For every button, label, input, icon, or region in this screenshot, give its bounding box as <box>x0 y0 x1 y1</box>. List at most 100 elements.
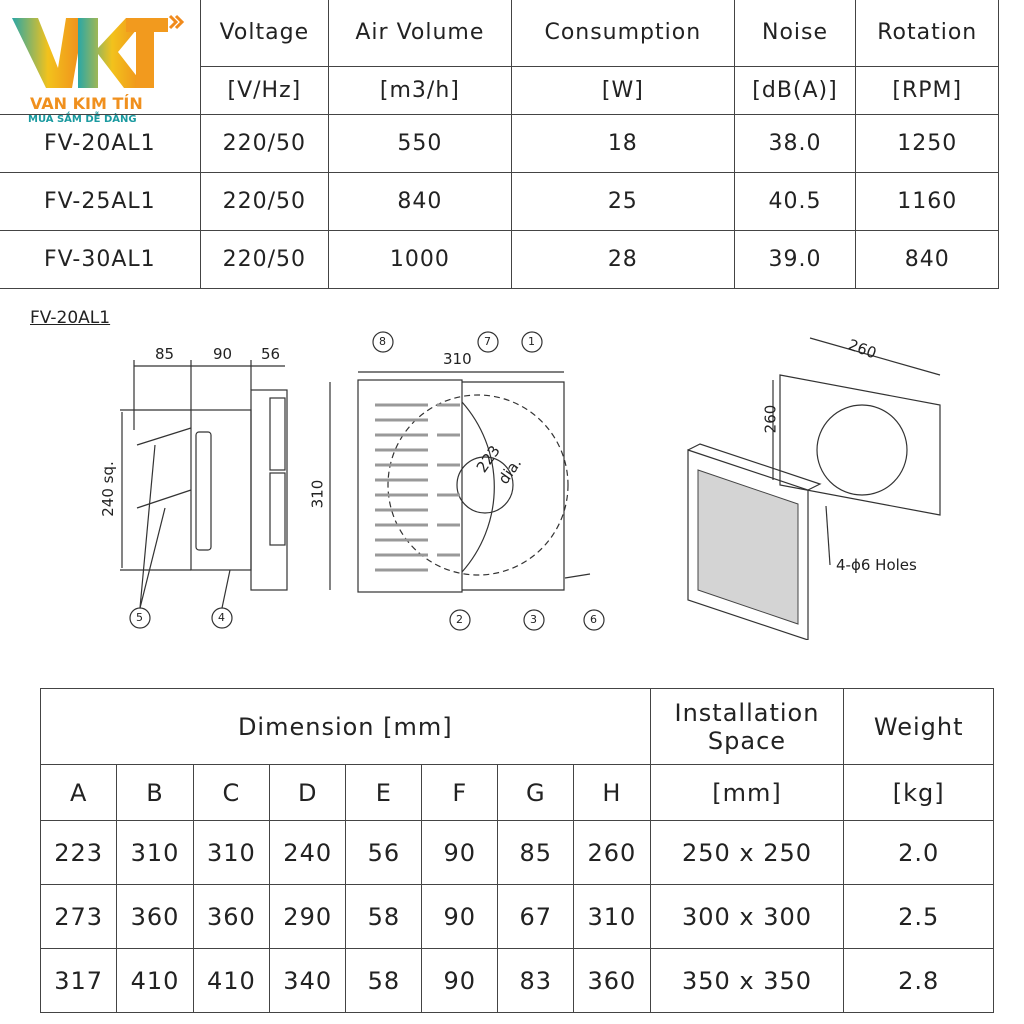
cell: 310 <box>573 884 651 949</box>
unit: [RPM] <box>855 66 999 115</box>
cell: 550 <box>327 114 513 173</box>
cell: 58 <box>345 884 423 949</box>
dim-label: 260 <box>761 404 780 434</box>
col-f: F <box>421 764 499 821</box>
col-b: B <box>116 764 194 821</box>
table-row: FV-25AL1 220/50 840 25 40.5 1160 <box>0 172 999 231</box>
cell: 840 <box>855 230 999 289</box>
dim-label: 90 <box>213 345 233 363</box>
iso-view <box>687 337 941 640</box>
technical-drawing <box>120 331 941 640</box>
cell: 317 <box>39 948 118 1013</box>
cell: 250 x 250 <box>649 820 845 885</box>
col-c: C <box>192 764 271 821</box>
cell: 90 <box>421 948 499 1013</box>
callout-7: 7 <box>484 335 491 348</box>
callout-2: 2 <box>456 613 463 626</box>
side-view <box>120 360 288 609</box>
col-e: E <box>345 764 423 821</box>
header-consumption: Consumption <box>511 0 735 67</box>
table-row: 317 410 410 340 58 90 83 360 350 x 350 2.8 <box>39 948 994 1013</box>
col-a: A <box>39 764 118 821</box>
callout-4: 4 <box>218 611 225 624</box>
dim-label: 240 sq. <box>98 461 117 517</box>
callout-1: 1 <box>528 335 535 348</box>
cell: 223 <box>39 820 118 885</box>
cell: 58 <box>345 948 423 1013</box>
cell: 1160 <box>855 172 999 231</box>
cell: 220/50 <box>200 172 329 231</box>
installation-header: Installation Space <box>649 688 845 765</box>
weight-header: Weight <box>843 688 994 765</box>
cell: 38.0 <box>733 114 857 173</box>
cell: 410 <box>192 948 271 1013</box>
cell: 28 <box>511 230 735 289</box>
cell: 2.0 <box>843 820 994 885</box>
callout-5: 5 <box>136 611 143 624</box>
cell: 220/50 <box>200 230 329 289</box>
front-view <box>329 371 591 593</box>
cell: 83 <box>497 948 575 1013</box>
weight-unit: [kg] <box>843 764 994 821</box>
cell: 350 x 350 <box>649 948 845 1013</box>
header-rotation: Rotation <box>855 0 999 67</box>
header-air-volume: Air Volume <box>327 0 513 67</box>
cell: 56 <box>345 820 423 885</box>
cell: 40.5 <box>733 172 857 231</box>
cell: 360 <box>116 884 194 949</box>
cell: 410 <box>116 948 194 1013</box>
cell: 25 <box>511 172 735 231</box>
dim-label: 85 <box>155 345 175 363</box>
cell: 260 <box>573 820 651 885</box>
cell: 18 <box>511 114 735 173</box>
dimension-header: Dimension [mm] <box>40 688 651 765</box>
cell: 360 <box>192 884 271 949</box>
unit: [V/Hz] <box>200 66 329 115</box>
cell: 2.8 <box>843 948 994 1013</box>
header-voltage: Voltage <box>200 0 329 67</box>
cell: 2.5 <box>843 884 994 949</box>
dim-label: 56 <box>261 345 281 363</box>
cell: 85 <box>497 820 575 885</box>
cell: 300 x 300 <box>649 884 845 949</box>
unit: [W] <box>511 66 735 115</box>
table-row: FV-30AL1 220/50 1000 28 39.0 840 <box>0 230 999 289</box>
cell: 290 <box>269 884 347 949</box>
callout-8: 8 <box>379 335 386 348</box>
cell: 840 <box>327 172 513 231</box>
cell: 310 <box>116 820 194 885</box>
holes-label: 4-ϕ6 Holes <box>836 556 917 574</box>
model: FV-30AL1 <box>0 230 201 289</box>
dim-label: 310 <box>308 479 327 509</box>
cell: 340 <box>269 948 347 1013</box>
cell: 90 <box>421 820 499 885</box>
model: FV-20AL1 <box>0 114 201 173</box>
cell: 90 <box>421 884 499 949</box>
table-row: 273 360 360 290 58 90 67 310 300 x 300 2.5 <box>39 884 994 949</box>
cell: 1250 <box>855 114 999 173</box>
cell: 39.0 <box>733 230 857 289</box>
spec-table: Voltage Air Volume Consumption Noise Rot… <box>0 0 999 289</box>
callout-6: 6 <box>590 613 597 626</box>
cell: 67 <box>497 884 575 949</box>
col-g: G <box>497 764 575 821</box>
cell: 273 <box>39 884 118 949</box>
table-row: FV-20AL1 220/50 550 18 38.0 1250 <box>0 114 999 173</box>
col-d: D <box>269 764 347 821</box>
cell: 220/50 <box>200 114 329 173</box>
table-row: 223 310 310 240 56 90 85 260 250 x 250 2.0 <box>39 820 994 885</box>
callout-3: 3 <box>530 613 537 626</box>
unit: [m3/h] <box>327 66 513 115</box>
cell: 1000 <box>327 230 513 289</box>
dimension-table: Dimension [mm] Installation Space Weight… <box>39 688 994 1013</box>
col-h: H <box>573 764 651 821</box>
model: FV-25AL1 <box>0 172 201 231</box>
cell: 240 <box>269 820 347 885</box>
cell: 360 <box>573 948 651 1013</box>
dim-label: 310 <box>443 350 472 368</box>
install-unit: [mm] <box>649 764 845 821</box>
unit: [dB(A)] <box>733 66 857 115</box>
header-noise: Noise <box>733 0 857 67</box>
cell: 310 <box>192 820 271 885</box>
diagram-model-label: FV-20AL1 <box>30 308 111 328</box>
